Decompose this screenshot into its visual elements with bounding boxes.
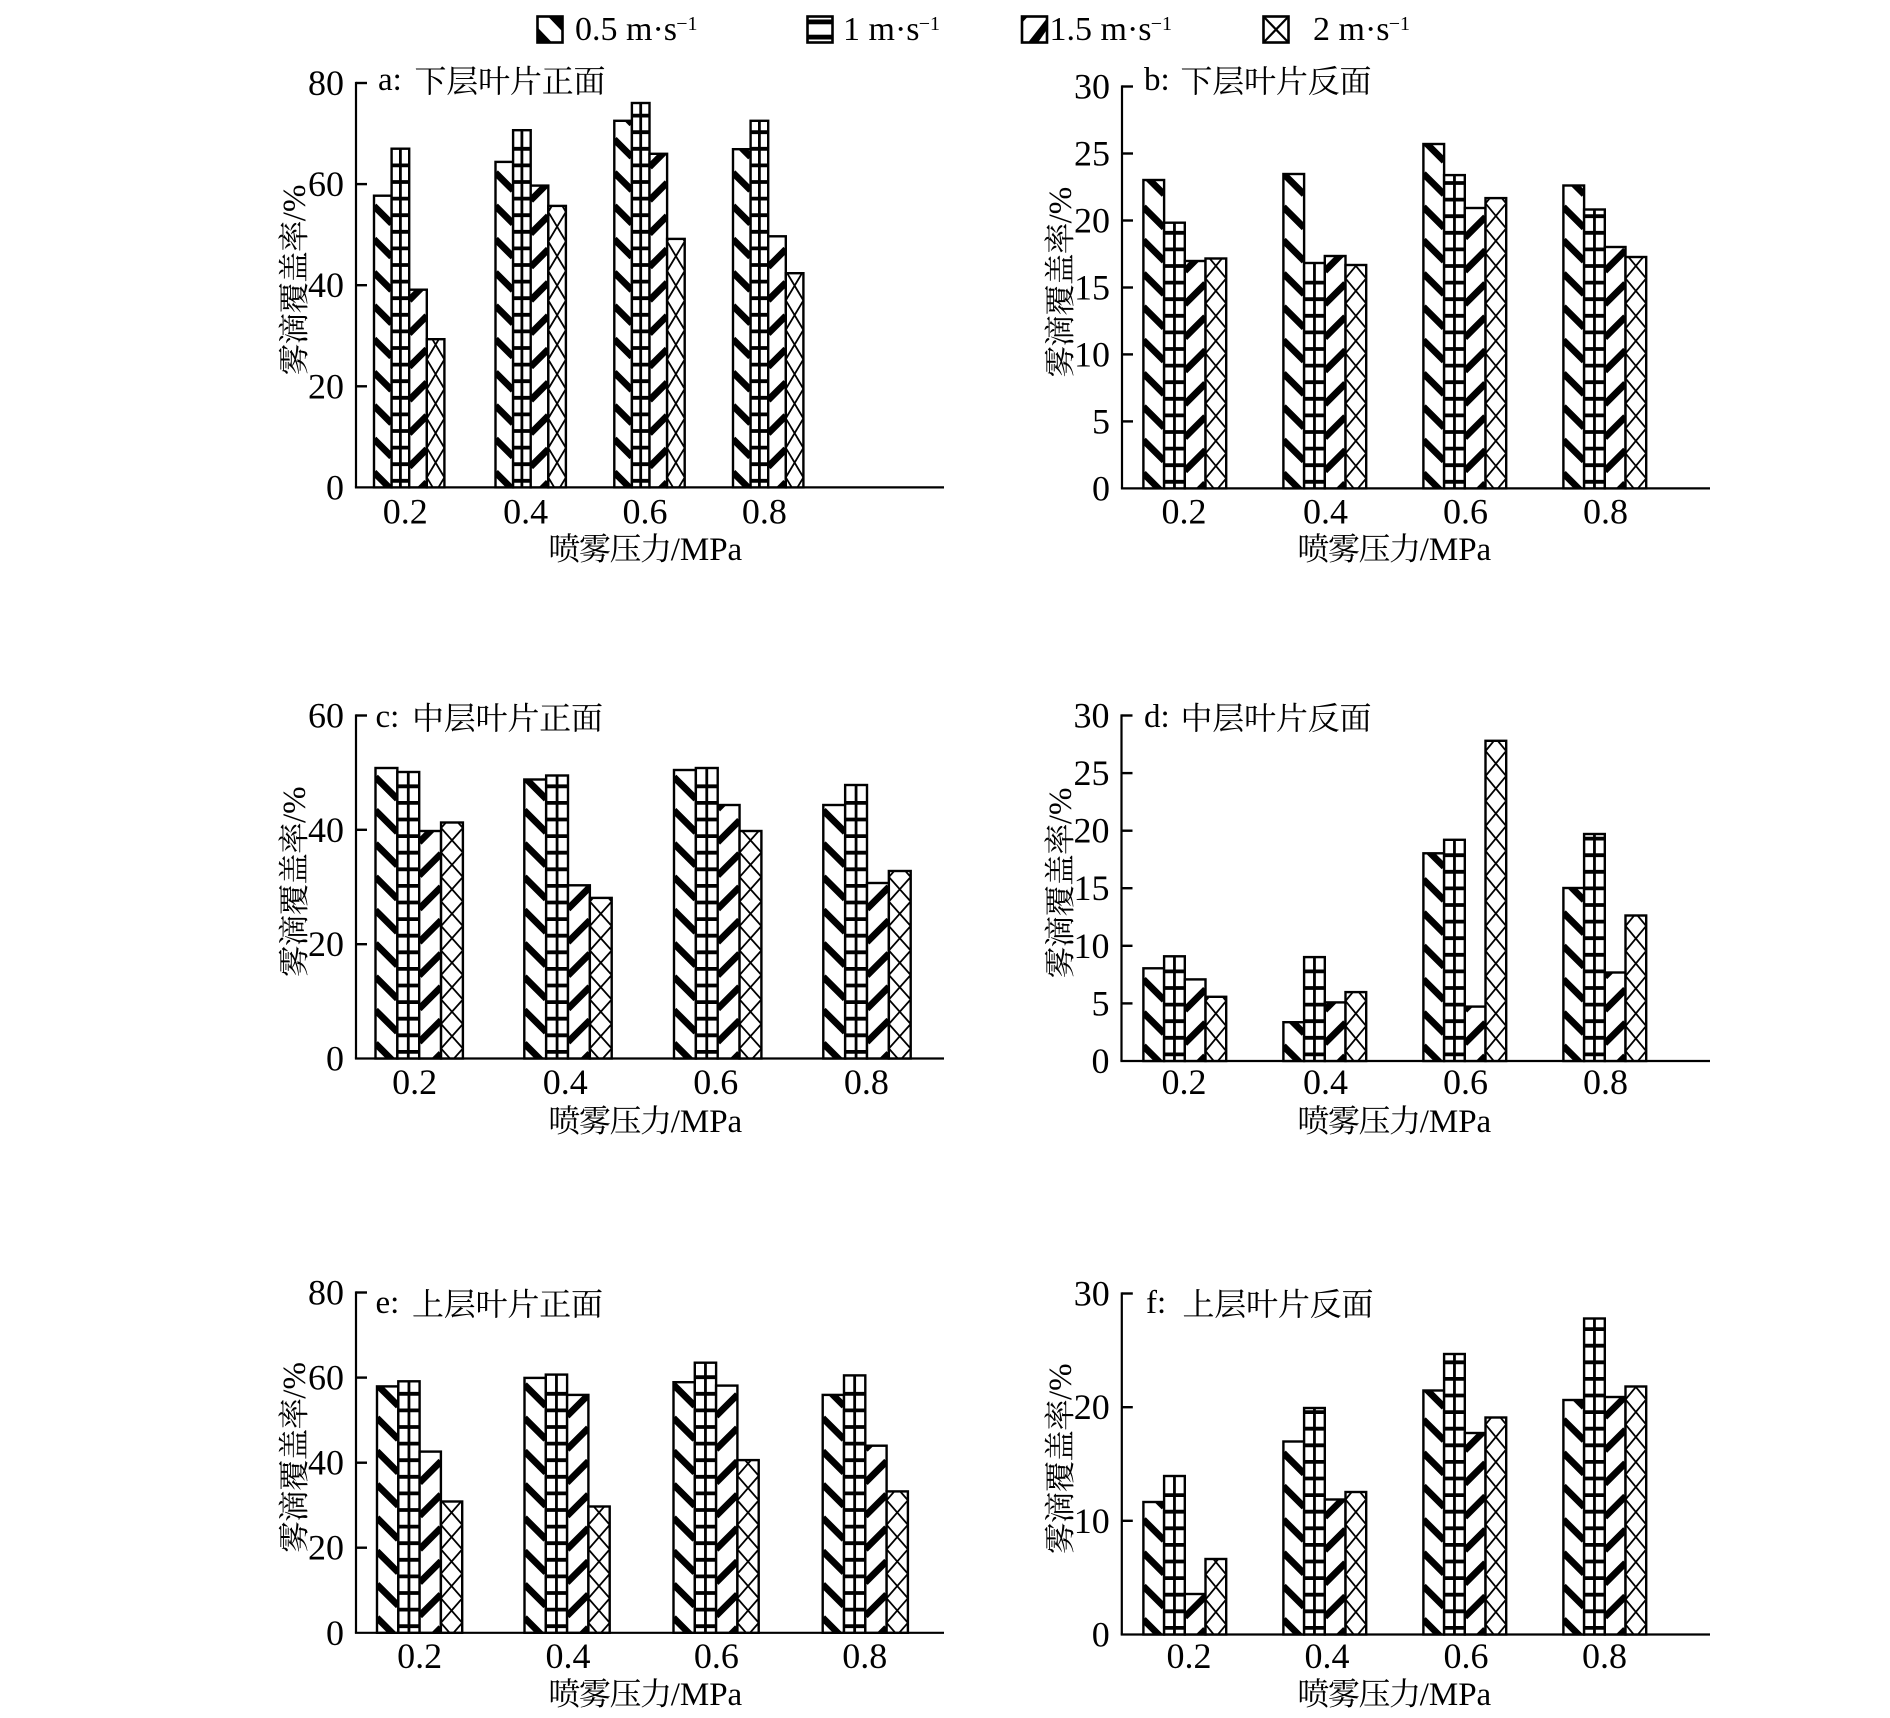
- svg-text:25: 25: [1074, 753, 1110, 793]
- svg-text:/MPa: /MPa: [671, 1104, 743, 1140]
- svg-text:0.4: 0.4: [503, 492, 548, 532]
- svg-text:0.8: 0.8: [1582, 1636, 1627, 1676]
- svg-text:0.8: 0.8: [842, 1636, 887, 1676]
- svg-text:1.5 m·s: 1.5 m·s: [1050, 11, 1152, 48]
- svg-text:30: 30: [1074, 1274, 1110, 1314]
- svg-text:0.4: 0.4: [546, 1636, 591, 1676]
- svg-text:40: 40: [308, 265, 344, 305]
- svg-text:0.2: 0.2: [1162, 492, 1207, 532]
- svg-text:/MPa: /MPa: [1420, 532, 1492, 568]
- svg-text:10: 10: [1074, 334, 1110, 374]
- svg-text:20: 20: [1074, 811, 1110, 851]
- svg-text:−1: −1: [1151, 13, 1172, 35]
- svg-text:/%: /%: [277, 786, 313, 823]
- svg-text:0.2: 0.2: [383, 492, 428, 532]
- svg-text:15: 15: [1074, 268, 1110, 308]
- svg-text:20: 20: [1074, 201, 1110, 241]
- svg-text:60: 60: [308, 1358, 344, 1398]
- svg-text:0.8: 0.8: [1583, 1062, 1628, 1102]
- svg-text:10: 10: [1074, 1501, 1110, 1541]
- svg-text:60: 60: [308, 696, 344, 736]
- svg-text:20: 20: [1074, 1387, 1110, 1427]
- svg-text:1 m·s: 1 m·s: [843, 11, 920, 48]
- svg-text:/%: /%: [277, 1362, 313, 1399]
- svg-text:0.2: 0.2: [1162, 1062, 1207, 1102]
- svg-text:0: 0: [1092, 468, 1110, 508]
- svg-text:0: 0: [1092, 1615, 1110, 1655]
- svg-text:30: 30: [1074, 67, 1110, 107]
- svg-text:80: 80: [308, 1273, 344, 1313]
- svg-text:/%: /%: [277, 185, 313, 222]
- svg-text:15: 15: [1074, 868, 1110, 908]
- svg-text:30: 30: [1074, 696, 1110, 736]
- svg-text:40: 40: [308, 810, 344, 850]
- svg-text:0: 0: [1092, 1041, 1110, 1081]
- svg-text:2 m·s: 2 m·s: [1313, 11, 1390, 48]
- svg-text:0.6: 0.6: [1444, 1636, 1489, 1676]
- svg-text:0.2: 0.2: [392, 1062, 437, 1102]
- svg-text:/%: /%: [1043, 788, 1079, 825]
- svg-text:/%: /%: [1043, 1363, 1079, 1400]
- svg-text:d:: d:: [1144, 699, 1170, 735]
- svg-text:0.6: 0.6: [694, 1636, 739, 1676]
- svg-text:0.6: 0.6: [693, 1062, 738, 1102]
- svg-text:/%: /%: [1043, 187, 1079, 224]
- svg-text:0.2: 0.2: [1167, 1636, 1212, 1676]
- svg-text:0.6: 0.6: [623, 492, 668, 532]
- svg-text:c:: c:: [376, 699, 400, 735]
- svg-text:0.8: 0.8: [742, 492, 787, 532]
- svg-text:10: 10: [1074, 926, 1110, 966]
- svg-text:0: 0: [326, 467, 344, 507]
- svg-text:0.6: 0.6: [1443, 1062, 1488, 1102]
- svg-text:5: 5: [1092, 983, 1110, 1023]
- svg-text:b:: b:: [1144, 62, 1170, 98]
- svg-text:0.8: 0.8: [1583, 492, 1628, 532]
- svg-text:0.6: 0.6: [1443, 492, 1488, 532]
- svg-text:/MPa: /MPa: [671, 1677, 743, 1713]
- svg-text:60: 60: [308, 164, 344, 204]
- svg-text:20: 20: [308, 924, 344, 964]
- svg-text:0.4: 0.4: [1303, 492, 1348, 532]
- svg-text:0.4: 0.4: [1303, 1062, 1348, 1102]
- svg-text:0.4: 0.4: [1305, 1636, 1350, 1676]
- svg-text:/MPa: /MPa: [1420, 1104, 1492, 1140]
- svg-text:20: 20: [308, 1528, 344, 1568]
- svg-text:0: 0: [326, 1039, 344, 1079]
- svg-text:80: 80: [308, 63, 344, 103]
- svg-text:40: 40: [308, 1443, 344, 1483]
- svg-text:e:: e:: [376, 1285, 400, 1321]
- svg-text:5: 5: [1092, 401, 1110, 441]
- svg-text:−1: −1: [1389, 13, 1410, 35]
- svg-text:f:: f:: [1146, 1285, 1166, 1321]
- svg-text:0.2: 0.2: [397, 1636, 442, 1676]
- svg-text:a:: a:: [378, 62, 402, 98]
- svg-text:0.8: 0.8: [844, 1062, 889, 1102]
- svg-text:−1: −1: [919, 13, 940, 35]
- svg-text:/MPa: /MPa: [1420, 1677, 1492, 1713]
- svg-text:20: 20: [308, 366, 344, 406]
- svg-text:0.4: 0.4: [543, 1062, 588, 1102]
- svg-text:0: 0: [326, 1613, 344, 1653]
- svg-text:−1: −1: [676, 13, 697, 35]
- svg-text:25: 25: [1074, 134, 1110, 174]
- svg-text:0.5 m·s: 0.5 m·s: [575, 11, 677, 48]
- svg-text:/MPa: /MPa: [671, 532, 743, 568]
